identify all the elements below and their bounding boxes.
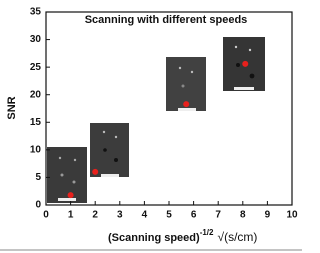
inset-images	[47, 37, 265, 203]
x-tick-label: 0	[43, 210, 49, 221]
x-axis-label-superscript: -1/2	[200, 228, 214, 237]
y-tick-label: 15	[30, 117, 42, 128]
x-tick-label: 5	[166, 210, 172, 221]
x-tick-label: 3	[117, 210, 123, 221]
y-tick-label: 30	[30, 34, 42, 45]
y-tick-label: 10	[30, 144, 42, 155]
x-tick-label: 2	[92, 210, 98, 221]
data-point	[183, 101, 189, 107]
data-point	[68, 192, 74, 198]
x-tick-label: 9	[265, 210, 271, 221]
y-tick-label: 5	[35, 172, 41, 183]
x-axis-label: (Scanning speed)-1/2√(s/cm)	[108, 228, 257, 244]
x-axis-label-text: (Scanning speed)	[108, 232, 200, 244]
x-tick-label: 4	[142, 210, 148, 221]
y-tick-label: 0	[35, 200, 41, 211]
y-tick-label: 20	[30, 89, 42, 100]
x-tick-label: 8	[240, 210, 246, 221]
x-tick-label: 1	[68, 210, 74, 221]
y-tick-label: 25	[30, 62, 42, 73]
y-axis-label: SNR	[6, 96, 18, 119]
scan-image	[90, 123, 129, 177]
chart-title: Scanning with different speeds	[85, 14, 248, 26]
x-tick-label: 10	[286, 210, 298, 221]
x-tick-label: 7	[215, 210, 221, 221]
x-axis-unit: √(s/cm)	[217, 230, 257, 244]
y-tick-label: 35	[30, 7, 42, 18]
chart: Scanning with different speeds SNR (Scan…	[0, 0, 302, 253]
data-point	[92, 169, 98, 175]
data-point	[242, 61, 248, 67]
scan-image	[47, 147, 87, 203]
x-tick-label: 6	[191, 210, 197, 221]
